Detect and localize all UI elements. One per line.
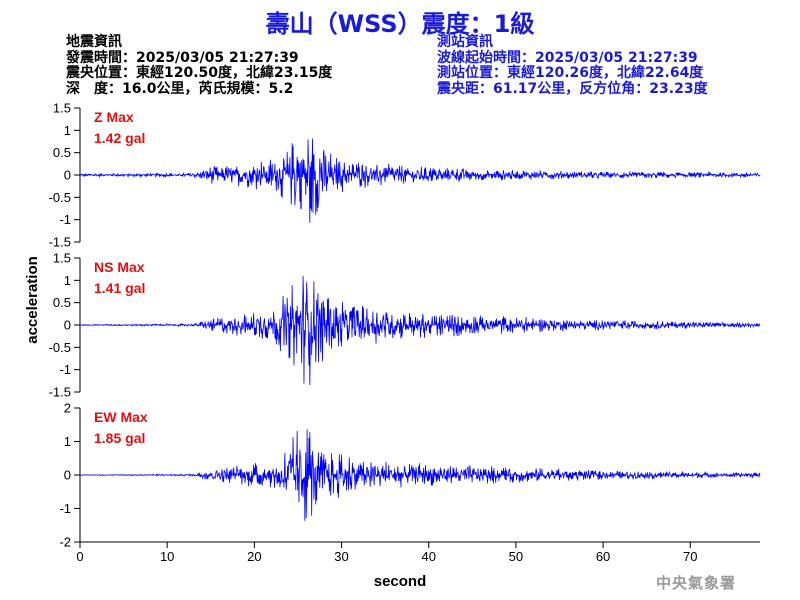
chart-title: 壽山（WSS）震度：1級 [265, 10, 535, 38]
depth-magnitude: 深 度：16.0公里，芮氏規模：5.2 [66, 80, 294, 97]
y-tick-label: 0 [64, 318, 71, 333]
waveform-ns-series [79, 275, 761, 385]
y-tick-label: 0.5 [53, 145, 71, 160]
y-tick-label: 0 [64, 168, 71, 183]
x-tick-label: 0 [76, 549, 83, 564]
max-label-ew: EW Max [94, 409, 148, 425]
x-tick-label: 20 [247, 549, 261, 564]
station-info: 測站資訊 波線起始時間：2025/03/05 21:27:39 測站位置：東經1… [437, 34, 708, 97]
x-tick-label: 40 [421, 549, 435, 564]
y-tick-label: -1.5 [49, 385, 71, 400]
waveform-start-time: 波線起始時間：2025/03/05 21:27:39 [437, 49, 698, 66]
agency-watermark: 中央氣象署 [656, 574, 737, 592]
y-tick-label: 1.5 [53, 101, 71, 116]
station-location: 測站位置：東經120.26度，北緯22.64度 [437, 65, 704, 81]
waveform-ew-series [79, 429, 761, 521]
y-tick-label: -0.5 [49, 340, 71, 355]
y-tick-label: 1 [64, 434, 71, 449]
y-tick-label: 2 [64, 401, 71, 416]
earthquake-info-heading: 地震資訊 [66, 34, 122, 50]
y-tick-label: 0 [64, 468, 71, 483]
x-tick-label: 60 [596, 549, 610, 564]
max-value-ew: 1.85 gal [94, 430, 145, 446]
max-value-z: 1.42 gal [94, 130, 145, 146]
y-tick-label: -1.5 [49, 235, 71, 250]
x-axis-title: second [374, 573, 427, 590]
y-tick-label: 0.5 [53, 295, 71, 310]
y-tick-label: -0.5 [49, 190, 71, 205]
y-axis-title: acceleration [24, 256, 41, 344]
waveform-z-series [79, 138, 761, 223]
earthquake-info: 地震資訊 發震時間：2025/03/05 21:27:39 震央位置：東經120… [66, 34, 333, 97]
x-tick-label: 30 [334, 549, 348, 564]
y-tick-label: 1 [64, 273, 71, 288]
max-value-ns: 1.41 gal [94, 280, 145, 296]
y-tick-label: -1 [59, 501, 71, 516]
y-tick-label: 1.5 [53, 251, 71, 266]
y-tick-label: -2 [59, 535, 71, 550]
max-label-z: Z Max [94, 109, 134, 125]
max-label-ns: NS Max [94, 259, 145, 275]
y-tick-label: 1 [64, 123, 71, 138]
x-tick-label: 50 [509, 549, 523, 564]
y-tick-label: -1 [59, 362, 71, 377]
x-tick-label: 10 [160, 549, 174, 564]
epicentral-distance: 震央距：61.17公里，反方位角：23.23度 [437, 80, 708, 97]
origin-time: 發震時間：2025/03/05 21:27:39 [66, 49, 299, 66]
x-tick-label: 70 [683, 549, 697, 564]
station-info-heading: 測站資訊 [437, 34, 493, 50]
y-tick-label: -1 [59, 212, 71, 227]
epicenter-location: 震央位置：東經120.50度，北緯23.15度 [66, 65, 333, 81]
